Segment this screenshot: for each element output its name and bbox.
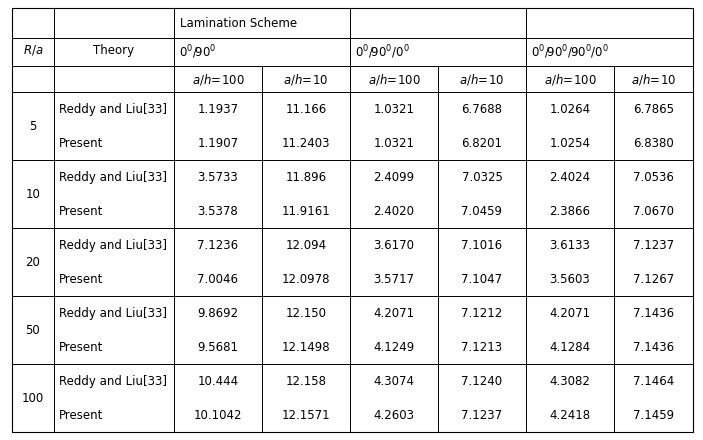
Text: Present: Present — [59, 272, 103, 286]
Text: 7.1436: 7.1436 — [633, 307, 674, 319]
Text: 11.9161: 11.9161 — [282, 205, 330, 217]
Text: 3.6170: 3.6170 — [373, 238, 415, 252]
Text: 1.0264: 1.0264 — [550, 103, 591, 116]
Text: Present: Present — [59, 408, 103, 422]
Text: 3.5378: 3.5378 — [198, 205, 238, 217]
Text: 12.1571: 12.1571 — [282, 408, 330, 422]
Text: 7.1236: 7.1236 — [198, 238, 238, 252]
Text: Present: Present — [59, 205, 103, 217]
Text: 11.2403: 11.2403 — [282, 136, 330, 150]
Text: 4.2418: 4.2418 — [550, 408, 591, 422]
Text: 2.4024: 2.4024 — [550, 171, 591, 183]
Text: $0^0/90^0/90^0/0^0$: $0^0/90^0/90^0/0^0$ — [531, 43, 609, 61]
Text: 3.5603: 3.5603 — [550, 272, 591, 286]
Text: 7.1237: 7.1237 — [461, 408, 503, 422]
Text: 7.1237: 7.1237 — [633, 238, 674, 252]
Text: Present: Present — [59, 136, 103, 150]
Text: 12.0978: 12.0978 — [282, 272, 330, 286]
Text: 5: 5 — [30, 120, 37, 132]
Text: 9.5681: 9.5681 — [198, 341, 238, 353]
Text: 4.2071: 4.2071 — [373, 307, 415, 319]
Text: 4.3082: 4.3082 — [550, 374, 591, 388]
Text: 10.1042: 10.1042 — [194, 408, 243, 422]
Text: 2.3866: 2.3866 — [550, 205, 591, 217]
Text: Reddy and Liu[33]: Reddy and Liu[33] — [59, 103, 167, 116]
Text: Present: Present — [59, 341, 103, 353]
Text: 4.3074: 4.3074 — [373, 374, 415, 388]
Text: $a/h\!=\!100$: $a/h\!=\!100$ — [368, 72, 420, 87]
Text: $0^0/90^0/0^0$: $0^0/90^0/0^0$ — [355, 43, 410, 61]
Text: 20: 20 — [25, 256, 41, 268]
Text: 7.1213: 7.1213 — [461, 341, 503, 353]
Text: $a/h\!=\!10$: $a/h\!=\!10$ — [459, 72, 505, 87]
Text: 7.0670: 7.0670 — [633, 205, 674, 217]
Text: $a/h\!=\!10$: $a/h\!=\!10$ — [283, 72, 329, 87]
Text: 7.1016: 7.1016 — [461, 238, 503, 252]
Text: 10: 10 — [25, 187, 41, 201]
Text: $a/h\!=\!100$: $a/h\!=\!100$ — [192, 72, 245, 87]
Text: 4.2071: 4.2071 — [550, 307, 591, 319]
Text: 6.8201: 6.8201 — [461, 136, 503, 150]
Text: 100: 100 — [22, 392, 44, 404]
Text: 7.1436: 7.1436 — [633, 341, 674, 353]
Text: 12.158: 12.158 — [285, 374, 326, 388]
Text: 4.1284: 4.1284 — [550, 341, 591, 353]
Text: 7.0536: 7.0536 — [633, 171, 674, 183]
Text: 12.094: 12.094 — [285, 238, 327, 252]
Text: 1.1937: 1.1937 — [198, 103, 238, 116]
Text: 4.2603: 4.2603 — [373, 408, 415, 422]
Text: Reddy and Liu[33]: Reddy and Liu[33] — [59, 307, 167, 319]
Text: $0^0/90^0$: $0^0/90^0$ — [179, 43, 217, 61]
Text: 10.444: 10.444 — [198, 374, 238, 388]
Text: $R/a$: $R/a$ — [22, 43, 44, 57]
Text: 3.5717: 3.5717 — [373, 272, 415, 286]
Text: 3.5733: 3.5733 — [198, 171, 238, 183]
Text: 11.896: 11.896 — [285, 171, 327, 183]
Text: $a/h\!=\!10$: $a/h\!=\!10$ — [631, 72, 676, 87]
Text: Reddy and Liu[33]: Reddy and Liu[33] — [59, 171, 167, 183]
Text: 50: 50 — [25, 323, 40, 337]
Text: 7.1212: 7.1212 — [461, 307, 503, 319]
Text: 2.4099: 2.4099 — [373, 171, 415, 183]
Text: 7.0459: 7.0459 — [461, 205, 503, 217]
Text: 3.6133: 3.6133 — [550, 238, 591, 252]
Text: 1.1907: 1.1907 — [198, 136, 238, 150]
Text: 6.8380: 6.8380 — [633, 136, 674, 150]
Text: 7.1240: 7.1240 — [461, 374, 503, 388]
Text: 7.0046: 7.0046 — [198, 272, 238, 286]
Text: Theory: Theory — [93, 44, 134, 56]
Text: 7.1464: 7.1464 — [633, 374, 674, 388]
Text: 2.4020: 2.4020 — [373, 205, 415, 217]
Text: 7.0325: 7.0325 — [462, 171, 503, 183]
Text: 6.7688: 6.7688 — [461, 103, 503, 116]
Text: 4.1249: 4.1249 — [373, 341, 415, 353]
Text: 7.1047: 7.1047 — [461, 272, 503, 286]
Text: Reddy and Liu[33]: Reddy and Liu[33] — [59, 238, 167, 252]
Text: 1.0254: 1.0254 — [550, 136, 591, 150]
Text: 9.8692: 9.8692 — [198, 307, 238, 319]
Text: 11.166: 11.166 — [285, 103, 327, 116]
Text: 6.7865: 6.7865 — [633, 103, 674, 116]
Text: $a/h\!=\!100$: $a/h\!=\!100$ — [543, 72, 596, 87]
Text: Reddy and Liu[33]: Reddy and Liu[33] — [59, 374, 167, 388]
Text: 7.1459: 7.1459 — [633, 408, 674, 422]
Text: Lamination Scheme: Lamination Scheme — [180, 17, 297, 29]
Text: 12.150: 12.150 — [285, 307, 326, 319]
Text: 1.0321: 1.0321 — [373, 136, 415, 150]
Text: 7.1267: 7.1267 — [633, 272, 674, 286]
Text: 1.0321: 1.0321 — [373, 103, 415, 116]
Text: 12.1498: 12.1498 — [282, 341, 330, 353]
